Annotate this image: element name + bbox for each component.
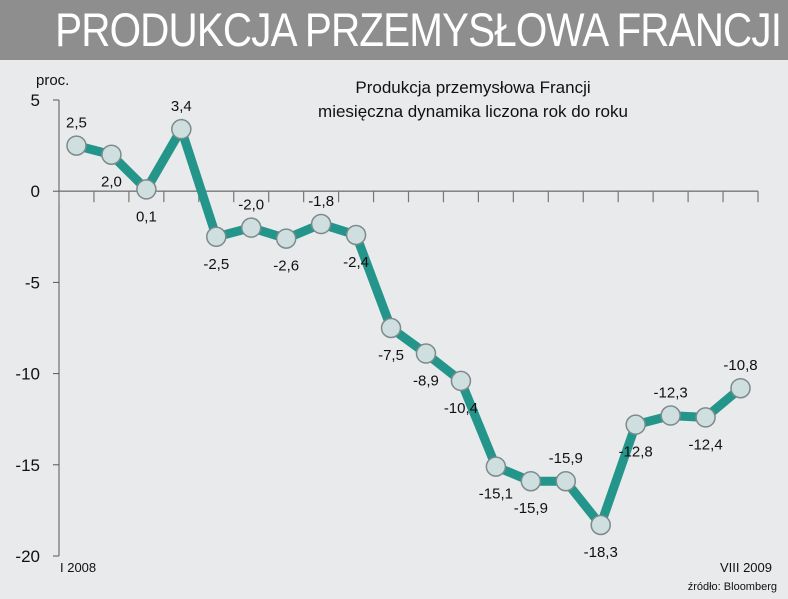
series-line	[75, 118, 744, 535]
data-point	[206, 226, 227, 248]
y-tick-label: -20	[15, 547, 40, 566]
data-point	[66, 135, 87, 156]
data-point	[730, 377, 751, 399]
data-label: -12,4	[688, 436, 722, 453]
source-note: źródło: Bloomberg	[688, 581, 777, 593]
series-layer	[75, 118, 744, 535]
data-label: -15,1	[479, 486, 513, 503]
data-point	[136, 179, 157, 200]
data-point	[310, 213, 332, 235]
data-point	[695, 407, 716, 428]
y-tick-label: -10	[15, 365, 40, 384]
data-label: -10,4	[444, 400, 478, 417]
marker-layer	[66, 118, 751, 536]
data-label: -8,9	[413, 373, 439, 390]
data-point	[625, 414, 646, 435]
data-label: 2,0	[101, 174, 122, 191]
data-label: -12,8	[619, 444, 653, 461]
data-label: 2,5	[66, 115, 87, 132]
data-label: 0,1	[136, 208, 157, 225]
data-label: -7,5	[378, 347, 404, 364]
chart-subtitle: miesięczna dynamika liczona rok do roku	[318, 102, 628, 121]
data-point	[415, 343, 437, 364]
data-label: -2,6	[273, 258, 299, 275]
data-point	[450, 370, 472, 392]
data-point	[275, 228, 297, 249]
x-axis-end-label: VIII 2009	[720, 560, 772, 575]
data-point	[101, 144, 122, 165]
data-label: 3,4	[171, 98, 192, 115]
y-tick-label: 5	[31, 91, 40, 110]
chart-area: Produkcja przemysłowa Francji miesięczna…	[0, 60, 788, 599]
page-title: PRODUKCJA PRZEMYSŁOWA FRANCJI	[55, 3, 782, 56]
chart-title: Produkcja przemysłowa Francji	[355, 78, 590, 97]
data-point	[240, 217, 262, 238]
data-point	[380, 317, 402, 339]
data-point	[660, 405, 681, 426]
data-label: -15,9	[514, 500, 548, 517]
y-tick-label: -5	[25, 273, 40, 292]
y-tick-label: 0	[31, 182, 40, 201]
data-point	[345, 224, 367, 246]
data-point	[555, 470, 577, 492]
y-axis-unit-label: proc.	[36, 72, 69, 89]
data-label: -10,8	[723, 357, 757, 374]
data-point	[485, 456, 507, 477]
x-axis-start-label: I 2008	[60, 560, 96, 575]
data-label: -15,9	[549, 450, 583, 467]
line-chart: Produkcja przemysłowa Francji miesięczna…	[15, 72, 777, 593]
data-label: -2,4	[343, 254, 369, 271]
y-tick-label: -15	[15, 456, 40, 475]
label-layer: 2,5 2,0 0,1 3,4 -2,5 -2,0 -2,6 -1,8 -2,4 -7,5 -8,9…	[66, 98, 758, 561]
data-point	[520, 470, 542, 492]
data-label: -2,5	[203, 256, 229, 273]
data-point	[171, 118, 192, 140]
axis-layer: 5 0 -5 -10 -15 -20	[15, 91, 759, 566]
data-point	[590, 514, 611, 536]
data-label: -2,0	[238, 197, 264, 214]
header-banner: PRODUKCJA PRZEMYSŁOWA FRANCJI	[0, 0, 788, 60]
data-label: -12,3	[654, 385, 688, 402]
data-label: -18,3	[584, 544, 618, 561]
data-label: -1,8	[308, 193, 334, 210]
